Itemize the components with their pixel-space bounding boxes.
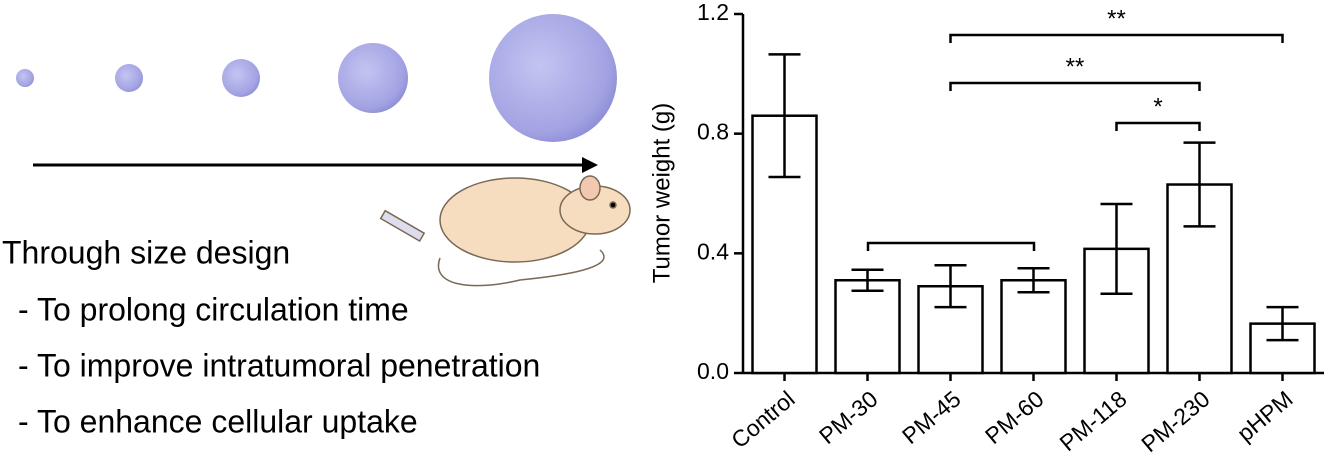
syringe xyxy=(379,209,426,242)
x-tick-label: pHPM xyxy=(1232,386,1298,447)
heading: Through size design xyxy=(2,234,290,270)
error-bar xyxy=(768,53,801,179)
mouse xyxy=(379,175,631,287)
arrowhead xyxy=(582,157,598,173)
significance-bracket xyxy=(949,81,1201,91)
significance-label: ** xyxy=(1107,5,1126,32)
error-bar xyxy=(1100,202,1133,295)
particle xyxy=(115,64,143,92)
particle xyxy=(16,69,34,87)
x-tick-label: PM-60 xyxy=(980,386,1049,449)
x-tick-label: PM-118 xyxy=(1055,386,1132,457)
bracket xyxy=(866,241,1036,251)
tail xyxy=(437,249,605,287)
x-tick-label: PM-45 xyxy=(897,386,966,449)
significance-bracket xyxy=(949,33,1284,43)
x-tick-label: PM-30 xyxy=(814,386,883,449)
particle xyxy=(338,43,408,113)
error-bar xyxy=(851,268,884,292)
bullet: - To prolong circulation time xyxy=(18,291,409,327)
error-bar xyxy=(934,264,967,309)
y-axis-label: Tumor weight (g) xyxy=(648,103,675,284)
particle xyxy=(489,14,617,142)
bullet: - To improve intratumoral penetration xyxy=(18,347,540,383)
particle xyxy=(222,59,260,97)
size-illustration xyxy=(16,14,617,173)
y-tick-label: 0.4 xyxy=(697,238,729,264)
significance-label: ** xyxy=(1066,53,1085,80)
bar xyxy=(834,279,901,375)
x-tick-label: PM-230 xyxy=(1136,386,1214,458)
significance-label: * xyxy=(1153,93,1162,120)
bar xyxy=(1000,279,1067,375)
error-bar xyxy=(1183,141,1216,228)
eye xyxy=(609,201,617,209)
bullet: - To enhance cellular uptake xyxy=(18,403,418,439)
y-tick-label: 0.0 xyxy=(697,358,729,384)
error-bar xyxy=(1017,267,1050,294)
ear xyxy=(579,175,601,201)
y-tick-label: 0.8 xyxy=(697,119,729,145)
y-tick-label: 1.2 xyxy=(697,0,729,25)
error-bar xyxy=(1266,305,1299,342)
significance-bracket xyxy=(1115,121,1201,131)
x-tick-label: Control xyxy=(726,386,800,454)
